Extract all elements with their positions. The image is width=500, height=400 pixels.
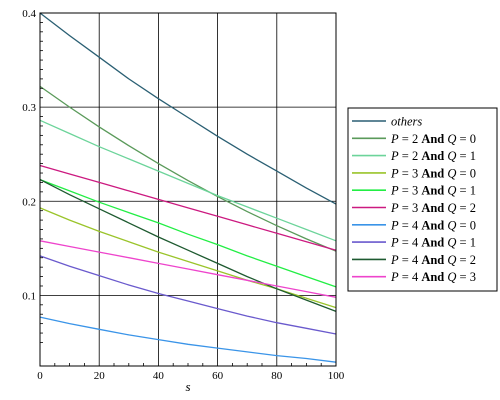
x-axis-label: s (185, 379, 190, 394)
plot-frame (39, 12, 337, 367)
x-tick-label: 100 (328, 370, 345, 382)
legend-label-6: P = 4 And Q = 0 (390, 218, 476, 232)
x-tick-label: 80 (271, 370, 283, 382)
x-tick-label: 20 (94, 370, 106, 382)
series-line-0 (39, 12, 337, 205)
x-tick-label: 60 (212, 370, 224, 382)
legend-label-2: P = 2 And Q = 1 (390, 149, 476, 163)
y-tick-label: 0.2 (22, 196, 36, 208)
legend-label-8: P = 4 And Q = 2 (390, 253, 476, 267)
x-tick-label: 0 (37, 370, 43, 382)
legend-label-4: P = 3 And Q = 1 (390, 184, 476, 198)
legend-label-7: P = 4 And Q = 1 (390, 236, 476, 250)
y-tick-label: 0.4 (22, 8, 36, 20)
legend-label-3: P = 3 And Q = 0 (390, 166, 476, 180)
grid-lines (39, 12, 337, 366)
axis-ticks: 0 20 40 60 80 100 0.1 0.2 0.3 0.4 (22, 8, 345, 382)
y-tick-label: 0.3 (22, 102, 36, 114)
series-line-1 (39, 85, 337, 252)
series-lines (39, 12, 337, 363)
series-line-3 (39, 207, 337, 309)
legend: others P = 2 And Q = 0 P = 2 And Q = 1 P = … (347, 107, 498, 292)
series-line-8 (39, 179, 337, 313)
legend-label-1: P = 2 And Q = 0 (390, 132, 476, 146)
series-line-4 (39, 178, 337, 288)
series-line-5 (39, 164, 337, 251)
legend-label-5: P = 3 And Q = 2 (390, 201, 476, 215)
x-tick-label: 40 (153, 370, 165, 382)
legend-label-0: others (391, 115, 422, 129)
y-tick-label: 0.1 (22, 290, 36, 302)
series-line-9 (39, 240, 337, 298)
series-line-6 (39, 316, 337, 363)
legend-label-9: P = 4 And Q = 3 (390, 270, 476, 284)
series-line-7 (39, 255, 337, 335)
series-line-2 (39, 119, 337, 242)
